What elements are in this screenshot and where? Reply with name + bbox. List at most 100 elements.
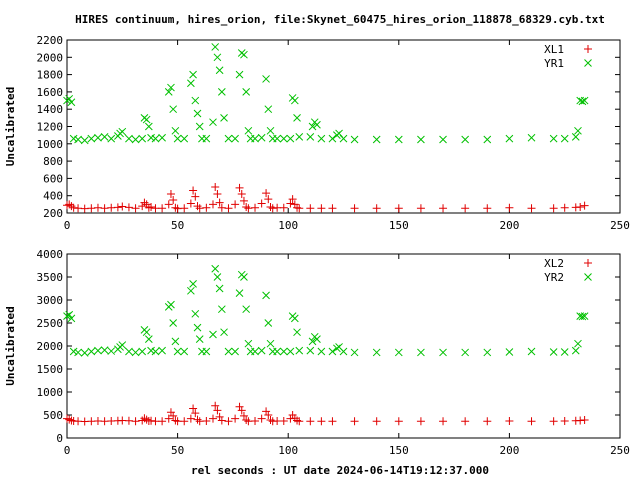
data-point — [394, 417, 403, 426]
data-point — [224, 204, 233, 213]
x-tick-label: 150 — [389, 444, 409, 457]
data-point — [74, 348, 82, 357]
y-tick-label: 1200 — [37, 121, 64, 134]
data-point — [328, 134, 337, 143]
data-point — [293, 113, 301, 122]
x-tick-label: 200 — [499, 444, 519, 457]
data-point — [164, 414, 173, 423]
data-point — [87, 347, 96, 356]
data-point — [244, 339, 253, 348]
data-point — [217, 416, 226, 425]
series-YR1 — [63, 43, 589, 145]
data-point — [251, 416, 260, 425]
data-point — [317, 134, 326, 143]
data-point — [142, 115, 151, 124]
data-point — [560, 348, 569, 356]
data-point — [483, 348, 492, 357]
data-point — [279, 134, 288, 143]
data-point — [295, 133, 304, 141]
data-point — [578, 312, 587, 321]
data-point — [169, 319, 178, 327]
series-XL1 — [63, 183, 589, 213]
data-point — [306, 133, 315, 141]
data-point — [169, 411, 178, 420]
data-point — [231, 134, 239, 143]
data-point — [264, 105, 273, 114]
data-point — [180, 204, 189, 213]
data-point — [372, 348, 381, 357]
legend-marker — [584, 273, 592, 281]
data-point — [213, 273, 222, 281]
y-tick-label: 1500 — [37, 363, 64, 376]
y-tick-label: 800 — [43, 155, 63, 168]
data-point — [295, 204, 304, 213]
data-point — [350, 135, 359, 144]
data-point — [213, 189, 222, 198]
data-point — [224, 134, 233, 143]
data-point — [527, 133, 536, 142]
data-point — [67, 202, 76, 211]
data-point — [578, 97, 587, 106]
data-point — [571, 346, 580, 355]
data-point — [505, 416, 514, 425]
data-point — [574, 126, 582, 135]
x-tick-label: 0 — [64, 444, 71, 457]
data-point — [306, 417, 315, 426]
data-point — [574, 339, 582, 348]
data-point — [195, 122, 204, 131]
data-point — [180, 134, 189, 143]
data-point — [202, 416, 211, 425]
data-point — [164, 88, 173, 96]
data-point — [251, 203, 260, 212]
data-point — [549, 417, 558, 426]
x-tick-label: 250 — [610, 219, 630, 232]
data-point — [187, 79, 195, 88]
y-tick-label: 600 — [43, 172, 63, 185]
y-tick-label: 1400 — [37, 103, 64, 116]
data-point — [257, 346, 266, 355]
data-point — [187, 286, 195, 295]
data-point — [576, 202, 585, 211]
data-point — [560, 203, 569, 212]
plot-frame — [66, 253, 621, 439]
data-point — [328, 204, 337, 213]
data-point — [180, 417, 189, 426]
legend-label: YR1 — [544, 57, 564, 70]
data-point — [251, 347, 259, 356]
data-point — [158, 204, 167, 213]
x-tick-label: 150 — [389, 219, 409, 232]
data-point — [138, 202, 147, 211]
data-point — [339, 134, 348, 143]
plot-title: HIRES continuum, hires_orion, file:Skyne… — [75, 13, 605, 26]
y-axis-label: Uncalibrated — [4, 87, 17, 166]
y-tick-label: 1600 — [37, 86, 64, 99]
data-point — [208, 200, 217, 209]
data-point — [264, 319, 273, 327]
data-point — [350, 204, 359, 213]
data-point — [171, 416, 180, 425]
data-point — [208, 414, 217, 423]
data-point — [171, 337, 180, 346]
y-axis-label: Uncalibrated — [4, 306, 17, 385]
data-point — [231, 200, 240, 209]
data-point — [239, 196, 248, 205]
data-point — [461, 204, 470, 213]
x-tick-label: 0 — [64, 219, 71, 232]
data-point — [328, 417, 337, 426]
data-point — [266, 202, 275, 211]
data-point — [191, 309, 200, 318]
x-tick-label: 100 — [278, 444, 298, 457]
y-tick-label: 4000 — [37, 248, 64, 261]
y-tick-label: 1000 — [37, 138, 64, 151]
y-tick-label: 200 — [43, 207, 63, 220]
data-point — [262, 291, 270, 300]
data-point — [125, 134, 133, 143]
data-point — [237, 406, 246, 415]
data-point — [560, 416, 569, 425]
y-tick-label: 0 — [56, 432, 63, 445]
data-point — [131, 204, 140, 213]
data-point — [242, 202, 251, 211]
data-point — [166, 189, 175, 198]
data-point — [313, 335, 321, 343]
data-point — [290, 96, 299, 105]
